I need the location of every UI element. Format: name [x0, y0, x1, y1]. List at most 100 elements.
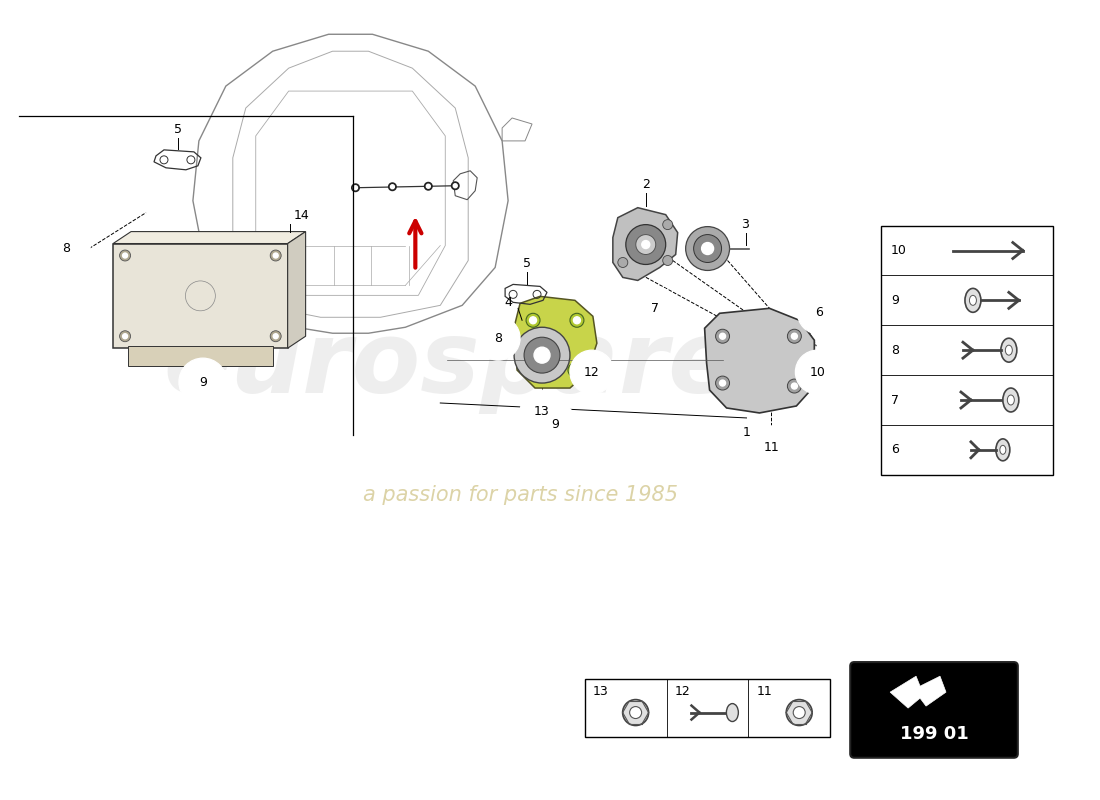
Text: 4: 4 [504, 296, 512, 309]
Text: 11: 11 [763, 442, 779, 454]
Text: 12: 12 [584, 366, 600, 378]
Circle shape [352, 184, 360, 191]
Circle shape [716, 376, 729, 390]
Circle shape [451, 182, 459, 190]
Circle shape [788, 379, 802, 393]
Circle shape [179, 358, 227, 406]
Circle shape [618, 258, 628, 267]
Text: 5: 5 [524, 258, 531, 270]
Ellipse shape [965, 288, 981, 312]
Text: 5: 5 [174, 123, 182, 136]
Circle shape [749, 426, 793, 470]
Circle shape [120, 250, 131, 261]
Text: eurospares: eurospares [164, 317, 796, 414]
Circle shape [526, 359, 540, 373]
Bar [128, 346, 273, 366]
Text: 199 01: 199 01 [900, 726, 968, 743]
Text: 14: 14 [294, 209, 309, 222]
Circle shape [390, 185, 395, 189]
Text: 12: 12 [674, 685, 691, 698]
Ellipse shape [629, 706, 641, 718]
Polygon shape [613, 208, 678, 281]
Text: 8: 8 [63, 242, 70, 255]
Circle shape [694, 234, 722, 262]
Bar [881, 226, 1053, 474]
Circle shape [122, 253, 128, 258]
Text: 10: 10 [810, 366, 825, 378]
Circle shape [662, 220, 673, 230]
Circle shape [534, 347, 550, 363]
Text: 6: 6 [891, 443, 899, 456]
Circle shape [388, 183, 396, 190]
Text: 9: 9 [199, 375, 207, 389]
Bar [585, 679, 830, 737]
Text: 1: 1 [742, 426, 750, 439]
Polygon shape [113, 231, 306, 243]
Circle shape [514, 327, 570, 383]
Ellipse shape [623, 699, 649, 726]
Circle shape [791, 334, 798, 339]
Circle shape [795, 350, 839, 394]
Circle shape [42, 225, 90, 273]
Polygon shape [890, 676, 946, 708]
Circle shape [570, 350, 614, 394]
Circle shape [520, 390, 564, 434]
Text: 9: 9 [551, 418, 559, 431]
Circle shape [534, 403, 576, 447]
Ellipse shape [1000, 446, 1005, 454]
Text: 8: 8 [891, 344, 899, 357]
Text: 9: 9 [891, 294, 899, 307]
Polygon shape [288, 231, 306, 348]
Circle shape [427, 184, 430, 188]
Circle shape [120, 330, 131, 342]
Text: 11: 11 [757, 685, 772, 698]
Circle shape [641, 241, 650, 249]
Ellipse shape [1008, 395, 1014, 405]
Circle shape [353, 186, 358, 190]
Circle shape [453, 184, 458, 188]
Text: 7: 7 [891, 394, 899, 406]
Circle shape [529, 362, 537, 370]
Circle shape [716, 330, 729, 343]
FancyBboxPatch shape [850, 662, 1018, 758]
Circle shape [798, 290, 842, 334]
Ellipse shape [786, 699, 812, 726]
Circle shape [791, 383, 798, 389]
Circle shape [568, 363, 582, 377]
Text: 6: 6 [815, 306, 823, 319]
Circle shape [271, 250, 282, 261]
Circle shape [636, 234, 656, 254]
Polygon shape [515, 296, 597, 388]
Circle shape [788, 330, 802, 343]
Circle shape [524, 338, 560, 373]
Circle shape [685, 226, 729, 270]
Text: 2: 2 [641, 178, 650, 190]
Circle shape [702, 242, 714, 254]
Circle shape [273, 334, 278, 338]
Ellipse shape [1001, 338, 1016, 362]
Circle shape [573, 317, 581, 324]
Circle shape [570, 314, 584, 327]
Ellipse shape [996, 439, 1010, 461]
Text: 13: 13 [593, 685, 608, 698]
Ellipse shape [726, 703, 738, 722]
Circle shape [122, 334, 128, 338]
Text: 7: 7 [651, 302, 659, 315]
Circle shape [632, 286, 676, 330]
Circle shape [273, 253, 278, 258]
Ellipse shape [1005, 345, 1012, 355]
Text: a passion for parts since 1985: a passion for parts since 1985 [363, 485, 678, 505]
Circle shape [626, 225, 666, 265]
Text: 8: 8 [494, 332, 502, 345]
Circle shape [719, 380, 726, 386]
Circle shape [271, 330, 282, 342]
Polygon shape [705, 308, 814, 413]
Circle shape [662, 255, 673, 266]
Circle shape [719, 334, 726, 339]
Circle shape [529, 317, 537, 324]
Circle shape [476, 316, 520, 360]
Ellipse shape [969, 295, 977, 306]
Ellipse shape [1003, 388, 1019, 412]
Ellipse shape [793, 706, 805, 718]
Polygon shape [113, 243, 288, 348]
